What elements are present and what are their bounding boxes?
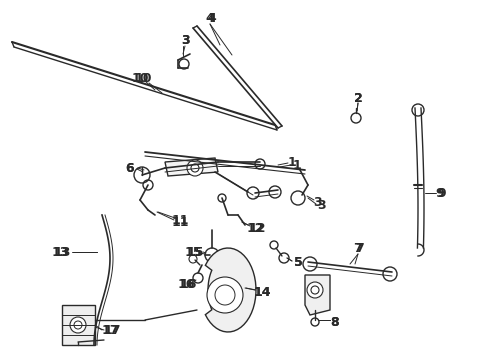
Text: 8: 8 [330,315,339,328]
Text: 15: 15 [186,246,203,258]
Text: 3: 3 [181,33,189,46]
Polygon shape [205,248,255,332]
Text: 1: 1 [287,156,296,168]
Text: 14: 14 [253,285,270,298]
Polygon shape [305,275,329,315]
Text: 5: 5 [293,256,302,269]
Text: 17: 17 [101,324,119,337]
Text: 12: 12 [246,221,263,234]
Text: 10: 10 [131,72,148,85]
Text: 9: 9 [437,186,446,199]
Text: 9: 9 [435,186,444,199]
Polygon shape [164,158,218,176]
Circle shape [186,160,203,176]
Text: 6: 6 [125,162,134,175]
Text: 1: 1 [292,158,301,171]
Text: 16: 16 [179,278,196,291]
Text: 3: 3 [317,198,325,212]
Text: 14: 14 [253,285,270,298]
Circle shape [206,277,243,313]
Text: 17: 17 [103,324,121,337]
Text: 16: 16 [177,278,194,291]
Text: 13: 13 [53,246,71,258]
Text: 11: 11 [171,216,188,229]
Text: 4: 4 [205,12,214,24]
Text: 7: 7 [353,242,362,255]
Circle shape [70,317,86,333]
Polygon shape [62,305,95,345]
Circle shape [306,282,323,298]
Text: 6: 6 [125,162,134,175]
Text: 13: 13 [51,246,68,258]
Circle shape [411,104,423,116]
Text: 5: 5 [293,256,302,269]
Text: 15: 15 [184,246,202,258]
Text: 3: 3 [181,33,189,46]
Text: 7: 7 [355,242,364,255]
Text: 3: 3 [313,195,322,208]
Text: 10: 10 [134,72,151,85]
Text: 8: 8 [330,315,339,328]
Text: 11: 11 [171,213,188,226]
Text: 4: 4 [207,12,216,24]
Text: 2: 2 [353,91,362,104]
Text: 12: 12 [248,221,265,234]
Text: 2: 2 [353,91,362,104]
